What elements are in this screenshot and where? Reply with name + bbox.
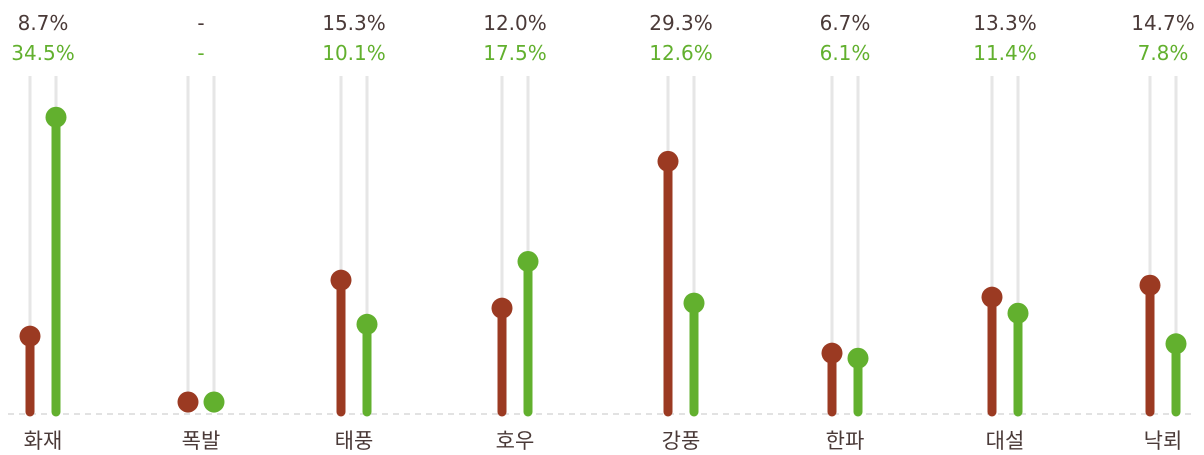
value-label: 12.6%: [649, 41, 713, 65]
value-label: 12.0%: [483, 11, 547, 35]
lollipop-dot: [1007, 302, 1029, 324]
lollipop-dot: [177, 391, 199, 413]
lollipop-dot: [356, 313, 378, 335]
category-label: 폭발: [182, 429, 221, 453]
value-label: 11.4%: [973, 41, 1037, 65]
lollipop-dot: [657, 150, 679, 172]
value-label: 34.5%: [11, 41, 75, 65]
lollipop-dot: [981, 286, 1003, 308]
category-label: 태풍: [335, 429, 374, 453]
category-label: 한파: [826, 429, 865, 453]
lollipop-dot: [1139, 274, 1161, 296]
lollipop-dot: [847, 347, 869, 369]
lollipop-dot: [330, 269, 352, 291]
value-label: 6.1%: [820, 41, 871, 65]
lollipop-dot: [821, 342, 843, 364]
value-label: -: [197, 11, 204, 35]
value-label: -: [197, 41, 204, 65]
category-label: 낙뢰: [1144, 429, 1183, 453]
lollipop-dot: [517, 251, 539, 272]
lollipop-dot: [491, 297, 513, 319]
category-label: 대설: [986, 429, 1025, 453]
lollipop-dot: [45, 106, 67, 128]
category-label: 화재: [24, 429, 63, 453]
value-label: 15.3%: [322, 11, 386, 35]
value-label: 7.8%: [1138, 41, 1189, 65]
lollipop-dot: [683, 292, 705, 314]
value-label: 29.3%: [649, 11, 713, 35]
lollipop-dot: [1165, 333, 1187, 355]
value-label: 6.7%: [820, 11, 871, 35]
value-label: 13.3%: [973, 11, 1037, 35]
category-label: 강풍: [662, 429, 701, 453]
lollipop-dot: [19, 325, 41, 347]
value-label: 17.5%: [483, 41, 547, 65]
value-label: 14.7%: [1131, 11, 1195, 35]
value-label: 10.1%: [322, 41, 386, 65]
category-label: 호우: [496, 429, 535, 453]
value-label: 8.7%: [18, 11, 69, 35]
lollipop-dot: [203, 391, 225, 413]
